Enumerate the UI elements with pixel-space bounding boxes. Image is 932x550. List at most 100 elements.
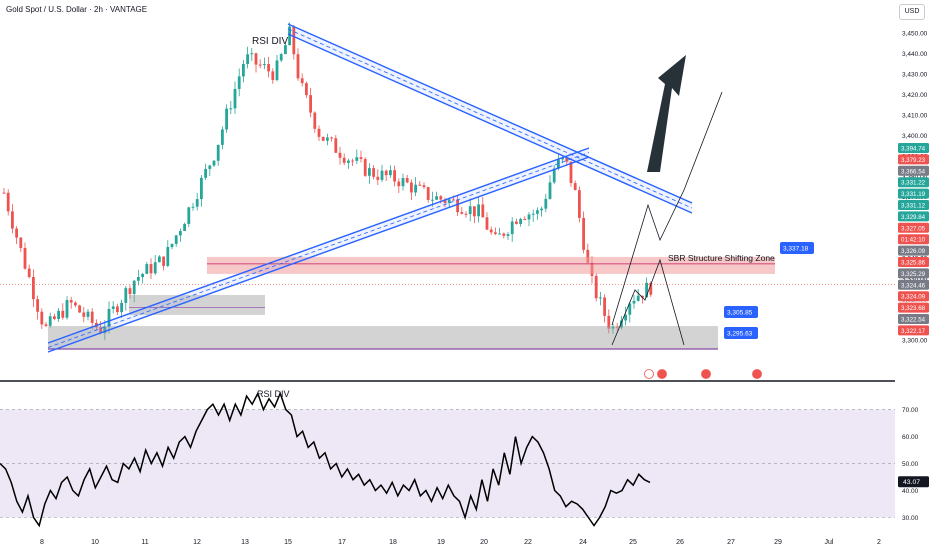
candle-body (565, 157, 569, 162)
price-label-box (898, 325, 929, 336)
time-axis-label: 25 (629, 539, 637, 546)
bear-projection (611, 258, 685, 346)
price-label-box (898, 291, 929, 302)
sbr-zone (207, 256, 775, 274)
price-label-box (898, 200, 929, 210)
candle-body (111, 306, 115, 309)
price-label-text: 3,329.84 (901, 214, 926, 221)
candle-body (645, 282, 648, 298)
candles (2, 22, 653, 341)
price-label-text: 3,324.09 (901, 294, 926, 301)
price-label-box (898, 154, 929, 165)
candle-body (548, 182, 552, 199)
price-label-text: 3,326.09 (901, 248, 926, 255)
candle-body (187, 207, 191, 224)
candle-body (321, 136, 325, 141)
ascending-channel (47, 147, 590, 353)
rsi-tick-label: 30.00 (902, 515, 919, 522)
candle-body (204, 168, 207, 178)
bull-projection (611, 91, 723, 326)
candle-body (296, 54, 300, 79)
candle-body (405, 178, 409, 183)
candle-body (376, 176, 380, 180)
candle-body (456, 199, 459, 213)
candle-body (288, 26, 291, 46)
candle-body (90, 311, 94, 323)
candle-body (439, 196, 443, 200)
candle-body (464, 213, 468, 215)
candle-body (527, 214, 531, 220)
candle-body (242, 63, 245, 77)
price-label-box (898, 211, 929, 222)
price-tick-label: 3,420.00 (902, 92, 928, 99)
rsi-tick-label: 40.00 (902, 488, 919, 495)
price-label-text: 3,331.12 (901, 203, 926, 210)
candle-body (128, 288, 132, 294)
candle-body (57, 310, 60, 319)
candle-body (401, 178, 405, 187)
price-label-text: 3,366.54 (901, 168, 926, 175)
candle-body (132, 280, 136, 294)
rsi-last-box (898, 476, 929, 488)
price-label-text: 01:42:10 (901, 237, 926, 244)
big-arrow (647, 55, 686, 172)
candle-body (74, 302, 77, 306)
candle-body (279, 54, 283, 61)
candle-body (578, 190, 581, 218)
candle-body (611, 326, 615, 329)
candle-body (250, 53, 254, 55)
candle-body (166, 246, 170, 266)
candle-body (284, 45, 287, 55)
candle-body (515, 221, 518, 224)
time-axis-label: 12 (193, 539, 201, 546)
candle-body (292, 26, 296, 55)
price-label-box (898, 302, 929, 313)
candle-body (233, 88, 237, 109)
price-label-box (898, 268, 929, 279)
descending-channel (287, 23, 693, 214)
rsi-div-label: RSI DIV (257, 389, 290, 399)
candle-body (82, 312, 86, 317)
candle-body (502, 233, 506, 236)
ascending-channel-mid (47, 152, 590, 348)
candle-body (237, 76, 241, 89)
candle-body (494, 232, 497, 234)
price-tick-label: 3,450.00 (902, 31, 928, 38)
candle-body (389, 170, 392, 176)
time-axis-label: 15 (284, 539, 292, 546)
price-label-box (898, 234, 929, 245)
candle-body (506, 234, 510, 236)
currency-button[interactable]: USD (899, 4, 925, 20)
time-axis-label: 22 (524, 539, 532, 546)
candle-body (523, 218, 527, 220)
price-label-box (898, 314, 929, 324)
candle-body (342, 157, 346, 163)
event-flag-icon (752, 369, 762, 379)
candle-body (11, 211, 14, 229)
level-callout-text: 3,305.85 (727, 310, 753, 317)
candle-body (468, 206, 472, 215)
candle-body (326, 137, 329, 141)
candle-body (44, 324, 48, 326)
candle-body (363, 158, 367, 176)
candle-body (267, 64, 270, 72)
price-label-text: 3,379.23 (901, 157, 926, 164)
price-label-text: 3,394.74 (901, 146, 926, 153)
candle-body (557, 159, 560, 169)
rsi-tick-label: 50.00 (902, 461, 919, 468)
symbol-title: Gold Spot / U.S. Dollar · 2h · VANTAGE (6, 5, 148, 14)
candle-body (594, 275, 598, 299)
price-label-box (898, 165, 929, 176)
price-label-box (898, 177, 929, 188)
candle-body (426, 187, 430, 200)
candle-body (65, 300, 69, 318)
candle-body (195, 199, 199, 207)
candle-body (330, 137, 333, 139)
price-label-box (898, 245, 929, 256)
candle-body (116, 306, 119, 313)
candle-body (300, 78, 304, 84)
candle-body (431, 199, 434, 201)
candle-body (317, 128, 321, 137)
candle-body (334, 138, 338, 153)
